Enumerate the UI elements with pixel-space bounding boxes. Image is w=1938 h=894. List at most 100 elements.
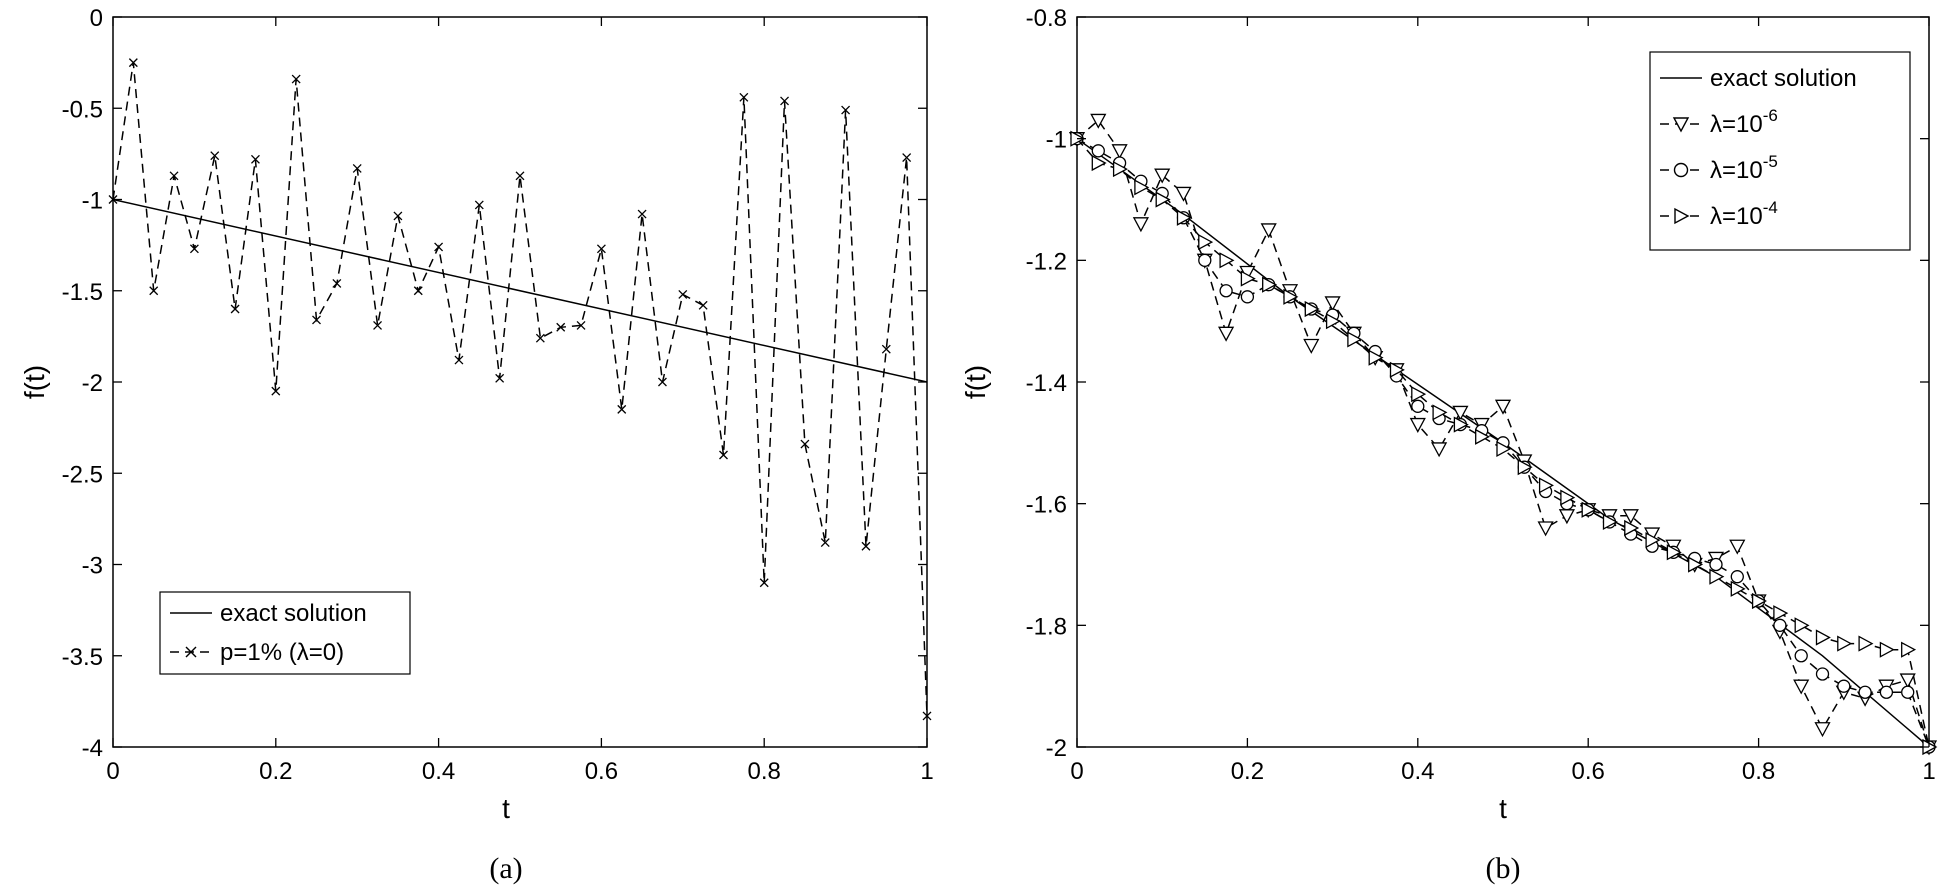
panel-b-xtick-label: 1 <box>1922 758 1935 785</box>
panel-b-legend-label-lam6: λ=10-6 <box>1710 106 1778 138</box>
panel-b-series-3-point <box>1602 513 1618 531</box>
panel-b-series-3-point <box>1794 617 1810 634</box>
panel-b-series-3-point <box>1389 361 1405 378</box>
panel-b-series-3-point <box>1624 519 1640 537</box>
panel-b-series-2-point <box>1794 649 1808 663</box>
panel-a-series-1-point <box>780 96 790 106</box>
panel-a-xtick-label: 0.4 <box>422 758 455 785</box>
panel-b-legend: exact solution λ=10-6 λ=10-5 λ=10-4 <box>1649 51 1911 251</box>
panel-b-series-3-point <box>1666 544 1682 561</box>
panel-a-series-1-point <box>434 242 444 252</box>
panel-a-series-1-point <box>250 154 260 164</box>
panel-b-series-1-point <box>1409 417 1426 433</box>
panel-b-ytick-label: -1 <box>1046 127 1067 154</box>
panel-b-ytick-label: -1.4 <box>1026 370 1067 397</box>
panel-a-xtick-label: 1 <box>920 758 933 785</box>
panel-b-series-2-point <box>1879 685 1894 699</box>
panel-a-series-1-point <box>312 315 321 325</box>
panel-a-series-1-point <box>861 541 871 551</box>
panel-a-xtick-label: 0.2 <box>259 758 292 785</box>
panel-b-ytick-label: -0.8 <box>1026 5 1067 32</box>
panel-b-xtick-label: 0.4 <box>1401 758 1434 785</box>
panel-b-ylabel: f(t) <box>960 365 991 399</box>
panel-b-series-3-point <box>1432 404 1448 421</box>
panel-b-series-3-point <box>1751 592 1767 610</box>
panel-b-series-3-point <box>1879 641 1895 658</box>
panel-a-series-1-point <box>637 209 647 219</box>
panel-b-xtick-label: 0 <box>1070 758 1083 785</box>
panel-b-series-3-point <box>1581 501 1597 518</box>
panel-a-series-1-point <box>719 450 728 460</box>
panel-b-legend-label-lam5-base: λ=10 <box>1710 157 1763 184</box>
panel-b-series-3-point <box>1858 635 1874 652</box>
panel-a-series-1-point <box>800 439 810 449</box>
panel-b-ytick-label: -1.2 <box>1026 248 1067 275</box>
panel-b-series-2-point <box>1815 667 1830 681</box>
panel-b-series-1-point <box>1537 521 1554 537</box>
panel-b-series-3-point <box>1112 160 1128 178</box>
panel-b-series-3-point <box>1901 641 1917 658</box>
panel-a-xtick-label: 0 <box>106 758 119 785</box>
panel-b-series-1-point <box>1814 722 1831 738</box>
panel-b-caption: (b) <box>1486 852 1521 885</box>
panel-b-series-3-point <box>1496 440 1512 458</box>
panel-b-series-2-point <box>1901 685 1915 699</box>
panel-b-series-3-point <box>1730 580 1746 597</box>
panel-b-legend-label-lam4-exp: -4 <box>1763 198 1778 217</box>
panel-b-series-3-point <box>1709 568 1725 585</box>
panel-a-caption: (a) <box>489 852 522 885</box>
panel-b-series-3-point <box>1688 556 1704 573</box>
panel-a-series-1-point <box>698 300 708 310</box>
panel-b: 0 0.2 0.4 0.6 0.8 1 -0.8 -1 -1.2 -1.4 -1.6 -1.8 -2 t… <box>960 5 1938 885</box>
panel-b-series-1-point <box>1218 326 1235 342</box>
panel-a-ytick-label: -1 <box>82 188 103 215</box>
panel-b-ytick-label: -1.6 <box>1026 492 1067 519</box>
panel-a-xtick-label: 0.6 <box>585 758 618 785</box>
panel-a-series-1-point <box>515 171 525 181</box>
panel-b-legend-label-lam6-exp: -6 <box>1763 106 1778 125</box>
panel-b-series-3-point <box>1219 252 1235 269</box>
panel-b-legend-marker-lam6 <box>1672 117 1690 133</box>
panel-a-xlabel: t <box>502 793 510 824</box>
panel-a-xtick-label: 0.8 <box>748 758 781 785</box>
panel-a-series-1-point <box>657 377 667 387</box>
panel-a-series-1-point <box>128 58 138 68</box>
panel-a-ticks: 0 0.2 0.4 0.6 0.8 1 0 -0.5 -1 -1.5 -2 -2.5 -3 -3.5 -4 <box>62 5 934 785</box>
panel-b-series-1-point <box>1729 539 1746 555</box>
panel-a-series-1-point <box>841 105 851 115</box>
panel-b-series-2-point <box>1730 570 1744 584</box>
panel-a-legend-box <box>159 591 411 675</box>
panel-b-series-3-point <box>1347 331 1363 348</box>
panel-a-series-1-point <box>596 244 606 254</box>
panel-b-ticks: 0 0.2 0.4 0.6 0.8 1 -0.8 -1 -1.2 -1.4 -1.6 -1.8 -2 <box>1026 5 1936 785</box>
panel-a-series-1-point <box>820 538 830 548</box>
panel-b-series-2-point <box>1219 284 1233 298</box>
panel-a-series-1-point <box>291 74 301 84</box>
panel-a-series-0-line <box>112 198 928 383</box>
panel-a-ytick-label: -1.5 <box>62 279 103 306</box>
panel-a-series-1-point <box>149 286 159 296</box>
panel-b-series-3-point <box>1560 489 1576 506</box>
panel-a-series <box>108 58 932 721</box>
panel-a-series-1-point <box>576 320 586 330</box>
panel-a-series-1-point <box>210 151 220 161</box>
panel-b-series-3-point <box>1538 477 1554 494</box>
panel-b-series-1-point <box>1899 673 1916 689</box>
panel-b-legend-label-lam5: λ=10-5 <box>1710 152 1778 184</box>
panel-a-legend-marker-noisy <box>185 646 197 658</box>
panel-a-ytick-label: -3.5 <box>62 644 103 671</box>
panel-a-series-1-point <box>881 344 891 354</box>
panel-b-series-1-point <box>1260 223 1277 239</box>
panel-b-series-3-point <box>1411 386 1427 403</box>
panel-b-ytick-label: -1.8 <box>1026 613 1067 640</box>
panel-a-series-1-point <box>922 711 932 721</box>
panel-b-series-2-point <box>1709 557 1723 572</box>
panel-b-series-2-point <box>1198 253 1212 267</box>
panel-a-series-1-point <box>617 404 627 414</box>
panel-b-series-3-point <box>1240 270 1256 287</box>
panel-b-series-2-point <box>1091 144 1105 158</box>
panel-b-series-1-point <box>1154 168 1171 184</box>
panel-b-series-3-point <box>1155 191 1171 208</box>
panel-a-series-1-point <box>678 289 688 299</box>
panel-a-series-1-point <box>535 333 545 343</box>
